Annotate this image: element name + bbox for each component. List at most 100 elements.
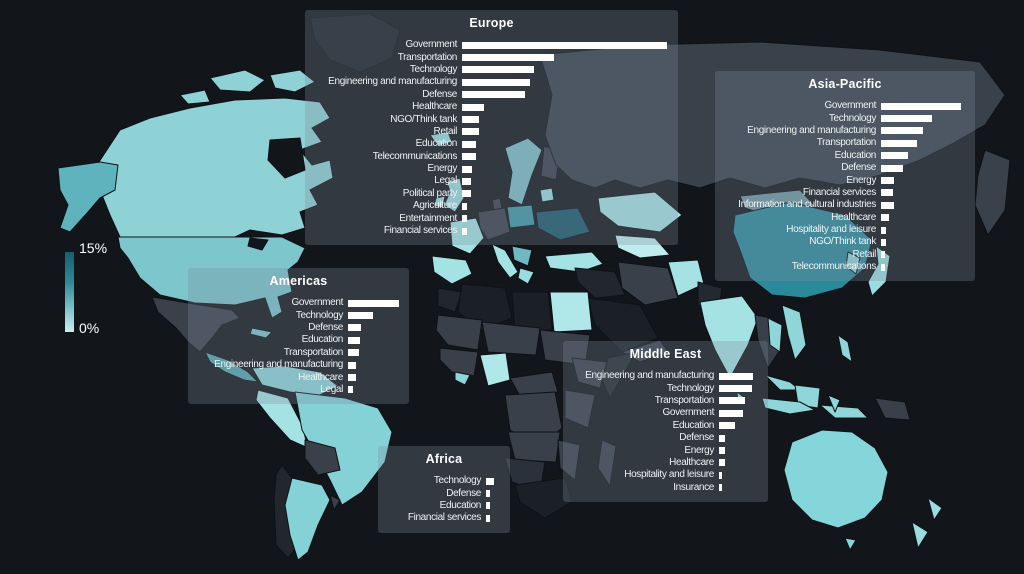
industry-bar <box>719 409 743 417</box>
industry-label: Information and cultural industries <box>738 199 876 211</box>
industry-label: Insurance <box>673 481 714 493</box>
panel-title: Americas <box>269 274 328 288</box>
map-north-america <box>57 13 401 383</box>
chart-row: Technology <box>305 64 678 76</box>
panel-americas: Americas Government Technology Defense Educ… <box>188 268 409 405</box>
industry-label: Transportation <box>283 346 344 358</box>
industry-label: Defense <box>679 432 714 444</box>
industry-label: Education <box>415 138 458 150</box>
legend-gradient-bar <box>65 252 74 332</box>
panel-asia-pacific: Asia-Pacific Government Technology Enginee… <box>715 71 975 282</box>
industry-bar <box>881 102 961 110</box>
industry-bar <box>486 477 494 485</box>
industry-label: Energy <box>427 163 457 175</box>
chart-row: Political party <box>305 188 678 200</box>
industry-label: Technology <box>828 112 876 124</box>
chart-row: Agriculture <box>305 200 678 212</box>
industry-label: Engineering and manufacturing <box>585 370 714 382</box>
industry-bar <box>881 201 894 209</box>
industry-label: Engineering and manufacturing <box>747 124 876 136</box>
industry-bar <box>462 66 534 74</box>
industry-bar <box>881 238 886 246</box>
industry-label: Transportation <box>397 51 458 63</box>
panel-title: Africa <box>425 452 463 466</box>
chart-row: Hospitality and leisure <box>715 224 975 236</box>
industry-bar <box>719 484 722 492</box>
industry-label: Defense <box>446 487 481 499</box>
industry-label: NGO/Think tank <box>809 236 876 248</box>
industry-bar <box>462 116 479 124</box>
industry-bar <box>881 164 903 172</box>
industry-bar <box>719 397 745 405</box>
industry-label: Technology <box>666 382 714 394</box>
industry-bar <box>348 299 399 307</box>
industry-bar <box>348 336 360 344</box>
chart-row: Technology <box>378 475 510 487</box>
industry-bar <box>881 177 894 185</box>
panel-europe: Europe Government Transportation Technolog… <box>305 10 678 246</box>
industry-bar <box>462 227 467 235</box>
industry-label: Education <box>439 499 482 511</box>
industry-bar <box>462 103 484 111</box>
industry-bar <box>486 502 490 510</box>
industry-bar <box>719 385 752 393</box>
chart-row: Technology <box>188 309 409 321</box>
industry-bar <box>486 490 490 498</box>
industry-bar <box>348 386 353 394</box>
industry-label: Agriculture <box>413 200 457 212</box>
chart-row: Education <box>305 138 678 150</box>
chart-row: NGO/Think tank <box>715 236 975 248</box>
chart-row: Telecommunications <box>305 151 678 163</box>
chart-row: Defense <box>715 162 975 174</box>
industry-label: Financial services <box>802 186 877 198</box>
map-russia-central-asia <box>539 41 1011 259</box>
industry-label: Healthcare <box>412 101 457 113</box>
chart-row: Energy <box>715 174 975 186</box>
industry-bar <box>348 361 356 369</box>
chart-row: Transportation <box>188 347 409 359</box>
industry-bar <box>348 349 359 357</box>
chart-row: Hospitality and leisure <box>563 469 768 481</box>
industry-bar <box>881 226 886 234</box>
chart-row: Education <box>715 150 975 162</box>
industry-label: Engineering and manufacturing <box>214 359 343 371</box>
chart-row: Education <box>188 334 409 346</box>
legend-min-label: 0% <box>79 320 100 336</box>
panel-africa: Africa Technology Defense Education Financi… <box>378 446 510 533</box>
chart-row: Healthcare <box>563 457 768 469</box>
chart-row: Legal <box>305 175 678 187</box>
chart-row: Transportation <box>305 51 678 63</box>
industry-label: Education <box>301 334 344 346</box>
chart-row: Financial services <box>715 187 975 199</box>
industry-bar <box>719 459 725 467</box>
industry-bar <box>719 372 753 380</box>
chart-row: Legal <box>188 384 409 396</box>
industry-label: Retail <box>433 125 458 137</box>
industry-label: Transportation <box>654 394 715 406</box>
industry-label: Government <box>291 297 343 309</box>
industry-label: Telecommunications <box>791 261 877 273</box>
industry-label: Energy <box>684 444 714 456</box>
industry-label: Telecommunications <box>372 150 458 162</box>
panel-middle-east: Middle East Engineering and manufacturin… <box>563 341 768 502</box>
industry-bar <box>881 152 908 160</box>
chart-row: Engineering and manufacturing <box>715 125 975 137</box>
panel-title: Europe <box>469 16 514 30</box>
industry-bar <box>881 251 885 259</box>
chart-row: Defense <box>188 322 409 334</box>
industry-label: Technology <box>433 475 481 487</box>
map-middle-east <box>574 259 723 363</box>
chart-row: Healthcare <box>715 212 975 224</box>
industry-bar <box>462 177 471 185</box>
chart-row: Government <box>563 407 768 419</box>
chart-row: Engineering and manufacturing <box>305 76 678 88</box>
industry-label: Entertainment <box>399 212 457 224</box>
map-south-america <box>251 365 393 561</box>
map-oceania <box>783 429 943 551</box>
industry-bar <box>462 202 467 210</box>
panel-rows: Technology Defense Education Financial serv… <box>378 475 510 525</box>
chart-row: NGO/Think tank <box>305 113 678 125</box>
chart-row: Healthcare <box>305 101 678 113</box>
industry-label: Healthcare <box>831 211 876 223</box>
industry-label: Government <box>405 39 457 51</box>
